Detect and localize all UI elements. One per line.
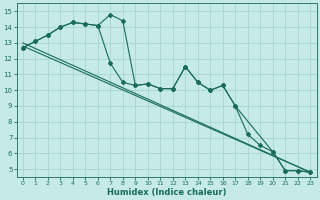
X-axis label: Humidex (Indice chaleur): Humidex (Indice chaleur) (107, 188, 226, 197)
